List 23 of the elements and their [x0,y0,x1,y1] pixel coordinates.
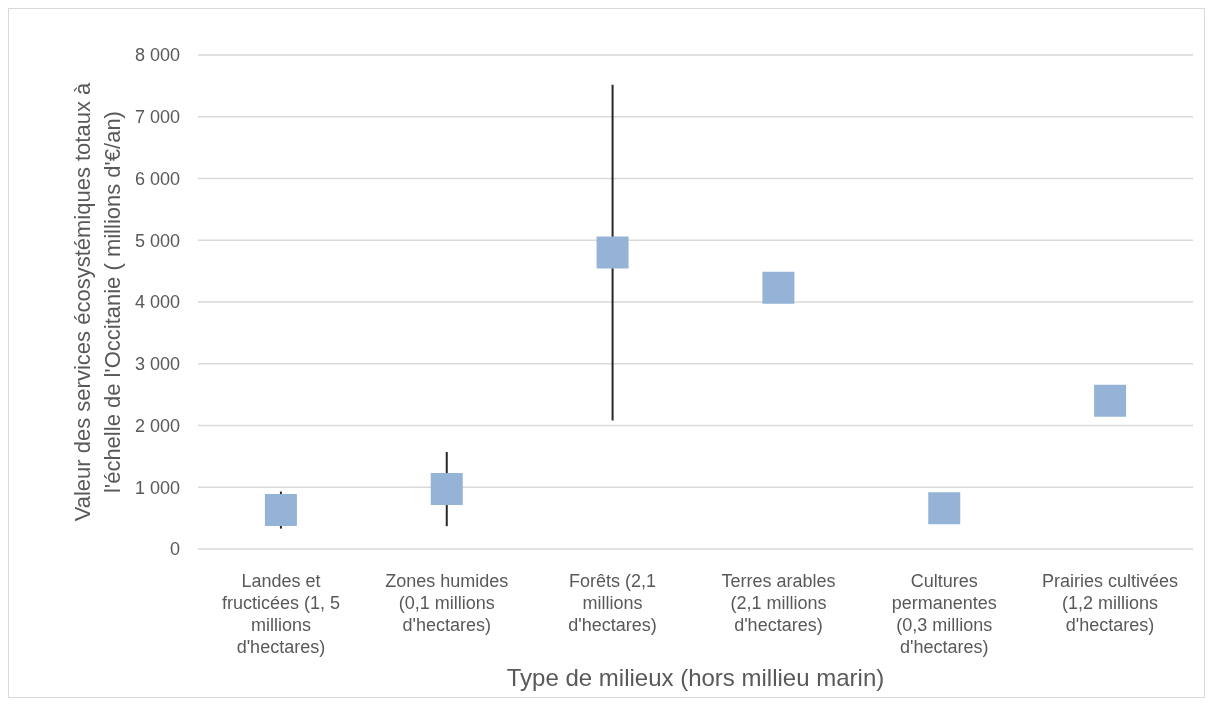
x-tick-label: Cultures permanentes (0,3 millions d'hectares) [891,571,997,657]
point [430,473,463,506]
x-tick-label: Prairies cultivées (1,2 millions d'hectares) [1042,571,1179,635]
y-tick-label: 1 000 [134,477,180,498]
y-tick-label: 6 000 [134,168,180,189]
y-tick-label: 2 000 [134,415,180,436]
x-tick-label: Forêts (2,1 millions d'hectares) [568,571,657,635]
point [928,492,961,525]
point [264,494,297,527]
x-tick-label: Zones humides (0,1 millions d'hectares) [385,571,509,635]
y-tick-label: 3 000 [134,354,180,375]
y-tick-label: 5 000 [134,230,180,251]
y-tick-label: 4 000 [134,292,180,313]
y-axis-title: Valeur des services écosystémiques totaux à l'échelle de l'Occitanie ( millions d'€/an) [70,81,125,522]
y-tick-label: 0 [169,539,180,560]
x-tick-label: Terres arables (2,1 millions d'hectares) [721,571,836,635]
y-tick-label: 7 000 [134,107,180,128]
point [762,271,795,304]
point [596,236,629,269]
y-tick-label: 8 000 [134,45,180,66]
point [1094,384,1127,417]
x-tick-label: Landes et fructicées (1, 5 millions d'hectares) [221,571,340,657]
x-axis-title: Type de milieux (hors millieu marin) [506,664,885,691]
